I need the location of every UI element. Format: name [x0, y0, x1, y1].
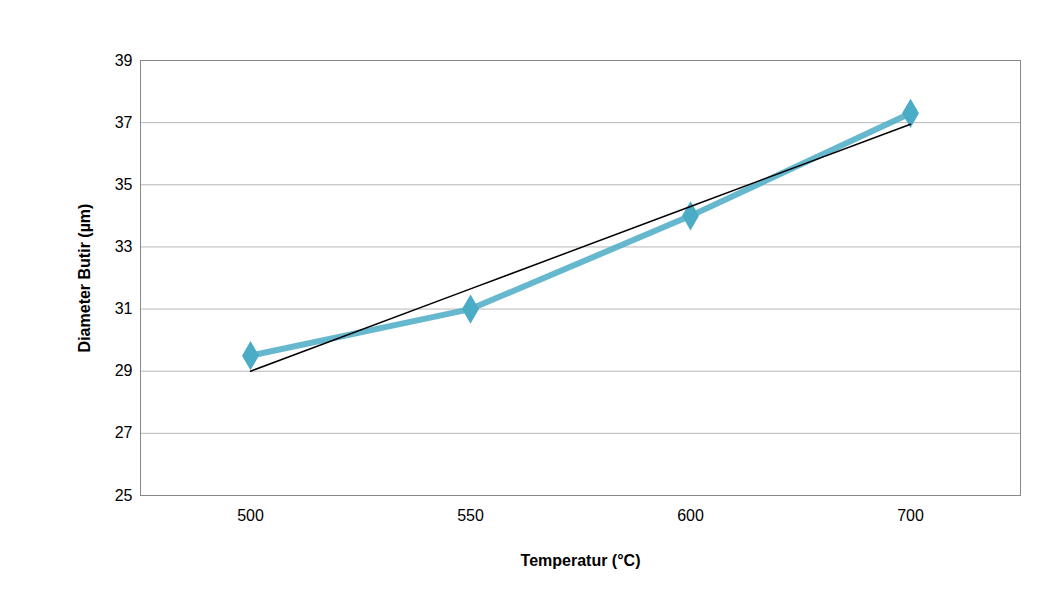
svg-text:Diameter Butir (µm): Diameter Butir (µm) [76, 204, 93, 353]
svg-text:31: 31 [115, 300, 133, 317]
svg-text:33: 33 [115, 238, 133, 255]
svg-text:37: 37 [115, 114, 133, 131]
svg-text:Temperatur (°C): Temperatur (°C) [521, 552, 641, 569]
svg-text:700: 700 [897, 507, 924, 524]
svg-text:35: 35 [115, 176, 133, 193]
svg-text:500: 500 [237, 507, 264, 524]
svg-text:39: 39 [115, 52, 133, 69]
svg-text:550: 550 [457, 507, 484, 524]
svg-text:600: 600 [677, 507, 704, 524]
svg-text:29: 29 [115, 362, 133, 379]
svg-text:27: 27 [115, 424, 133, 441]
svg-text:25: 25 [115, 487, 133, 504]
